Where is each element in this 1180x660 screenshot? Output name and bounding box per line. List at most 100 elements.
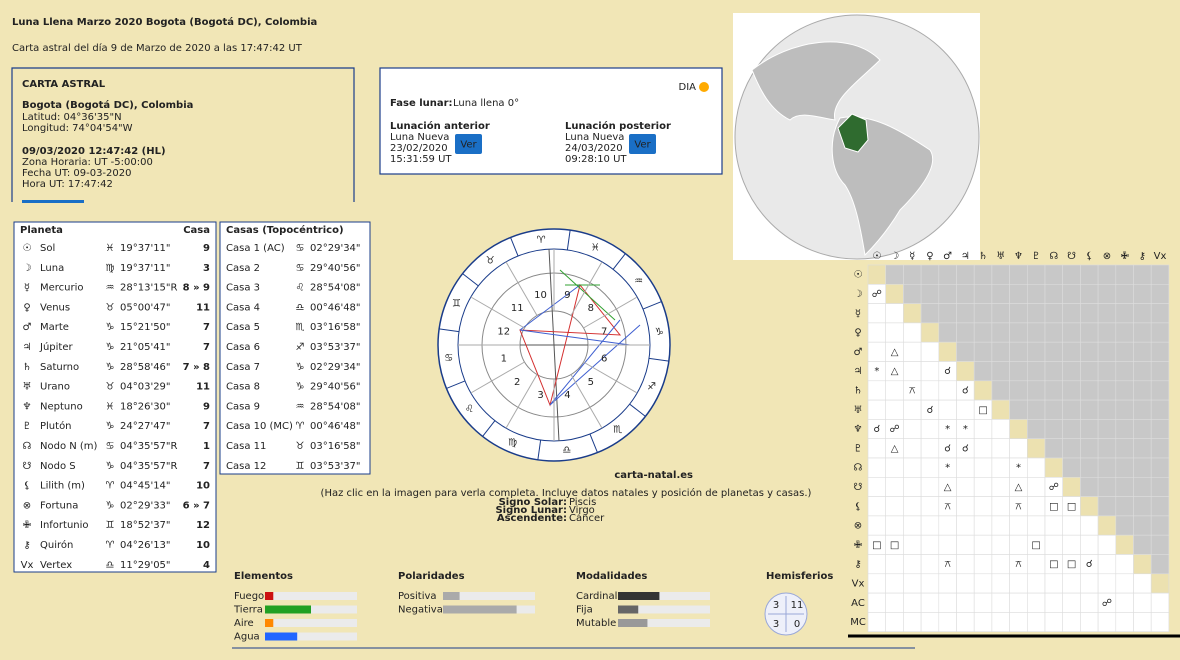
- aspect-cell: [1098, 477, 1116, 496]
- aspect-column: ♆: [1014, 251, 1023, 262]
- planet-sign: ♑: [106, 500, 115, 511]
- aspect-row-label: ♅: [854, 405, 863, 416]
- house-name: Casa 3: [226, 283, 260, 294]
- aspect-cell: [1010, 342, 1028, 361]
- house-name: Casa 5: [226, 322, 260, 333]
- aspect-cell: [1116, 535, 1134, 554]
- aspect-cell: [1063, 535, 1081, 554]
- lunation-title: Lunación posterior: [565, 120, 671, 132]
- aspect-cell: [1010, 323, 1028, 342]
- aspect-cell: [921, 593, 939, 612]
- aspect-symbol: □: [978, 405, 987, 416]
- aspect-cell: [992, 381, 1010, 400]
- aspect-cell: [1080, 535, 1098, 554]
- aspect-cell: [974, 574, 992, 593]
- house-position: 03°16'58": [310, 441, 361, 452]
- aspect-cell: [1027, 593, 1045, 612]
- house-sign: ♏: [296, 322, 305, 333]
- aspect-cell: [1063, 419, 1081, 438]
- wheel-sign: ♉: [486, 255, 495, 266]
- aspect-cell: [1080, 304, 1098, 323]
- house-sign: ♌: [296, 283, 305, 294]
- planet-symbol: ♂: [23, 322, 32, 333]
- aspect-cell: [1080, 439, 1098, 458]
- aspect-cell: [1134, 574, 1152, 593]
- aspect-cell: [886, 284, 904, 303]
- aspect-cell: [921, 381, 939, 400]
- ver-button-label[interactable]: Ver: [460, 140, 477, 151]
- planet-position: 21°05'41": [120, 342, 171, 353]
- aspect-cell: [1116, 304, 1134, 323]
- aspect-symbol: ☍: [872, 289, 882, 300]
- aspect-cell: [903, 419, 921, 438]
- aspect-cell: [1045, 574, 1063, 593]
- planet-sign: ♑: [106, 421, 115, 432]
- planet-house: 7 » 8: [183, 362, 210, 373]
- aspect-column: ♇: [1032, 251, 1041, 262]
- bar: [265, 619, 273, 627]
- aspect-symbol: □: [872, 540, 881, 551]
- aspect-cell: [868, 477, 886, 496]
- page: { "header": {"title": "Luna Llena Marzo …: [0, 0, 1180, 660]
- aspect-cell: [1151, 400, 1169, 419]
- aspect-cell: [1010, 419, 1028, 438]
- aspect-cell: [1151, 612, 1169, 631]
- aspect-cell: [1116, 265, 1134, 284]
- aspect-cell: [1027, 574, 1045, 593]
- house-sign: ♋: [296, 263, 305, 274]
- aspect-column: ☉: [872, 251, 881, 262]
- aspect-row-label: AC: [851, 598, 865, 609]
- house-sign: ♎: [296, 302, 305, 313]
- aspect-cell: [1116, 612, 1134, 631]
- aspect-cell: [1080, 381, 1098, 400]
- aspect-cell: [868, 593, 886, 612]
- aspect-cell: [1010, 535, 1028, 554]
- aspect-cell: [1045, 362, 1063, 381]
- aspect-cell: [1080, 458, 1098, 477]
- aspect-cell: [886, 323, 904, 342]
- aspect-cell: [1116, 381, 1134, 400]
- aspect-cell: [1134, 304, 1152, 323]
- aspect-cell: [1098, 535, 1116, 554]
- wheel-house-number: 2: [514, 377, 520, 388]
- house-name: Casa 4: [226, 302, 260, 313]
- aspect-cell: [1151, 419, 1169, 438]
- aspect-cell: [1045, 458, 1063, 477]
- planet-name: Marte: [40, 322, 69, 333]
- summary-value: Cáncer: [569, 512, 605, 524]
- aspect-cell: [1045, 381, 1063, 400]
- planet-name: Urano: [40, 382, 70, 393]
- planet-name: Lilith (m): [40, 481, 85, 492]
- planet-position: 18°26'30": [120, 401, 171, 412]
- wheel-house-number: 8: [588, 303, 594, 314]
- ver-button-label[interactable]: Ver: [634, 140, 651, 151]
- wheel-house-number: 11: [511, 303, 524, 314]
- aspect-cell: [1063, 381, 1081, 400]
- aspect-cell: [1063, 439, 1081, 458]
- aspect-cell: [1063, 362, 1081, 381]
- aspect-cell: [903, 497, 921, 516]
- aspect-cell: [1151, 516, 1169, 535]
- aspect-cell: [903, 574, 921, 593]
- aspect-cell: [1116, 284, 1134, 303]
- aspect-cell: [957, 265, 975, 284]
- aspect-cell: [1098, 458, 1116, 477]
- lunation-line: Luna Nueva: [390, 132, 449, 143]
- aspect-column: ♄: [979, 251, 988, 262]
- aspect-row-label: ♀: [854, 328, 861, 339]
- day-label: DIA: [679, 82, 697, 93]
- aspect-cell: [1063, 593, 1081, 612]
- wheel-house-number: 4: [564, 390, 570, 401]
- aspect-cell: [1045, 304, 1063, 323]
- house-position: 29°40'56": [310, 263, 361, 274]
- info-time: Zona Horaria: UT -5:00:00: [22, 157, 153, 168]
- aspect-cell: [1116, 400, 1134, 419]
- planet-position: 19°37'11": [120, 263, 171, 274]
- aspect-cell: [1116, 477, 1134, 496]
- aspect-cell: [1045, 535, 1063, 554]
- house-name: Casa 7: [226, 362, 260, 373]
- aspect-symbol: ☌: [962, 443, 969, 454]
- planet-position: 02°29'33": [120, 500, 171, 511]
- aspect-cell: [1116, 516, 1134, 535]
- house-sign: ♒: [296, 401, 305, 412]
